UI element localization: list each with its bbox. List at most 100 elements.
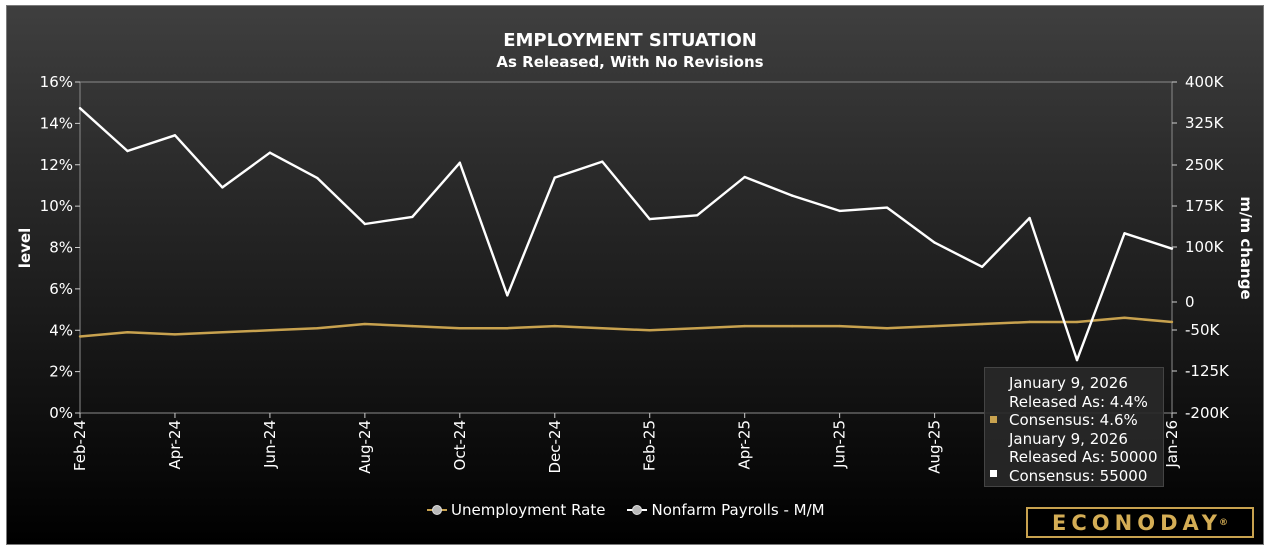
unemployment-point [933, 324, 936, 328]
payrolls-point [506, 294, 509, 297]
x-tick-label: Aug-25 [926, 420, 944, 474]
legend-label-nonfarm-payrolls: Nonfarm Payrolls - M/M [651, 501, 825, 519]
payrolls-point [173, 134, 177, 137]
legend: Unemployment Rate Nonfarm Payrolls - M/M [427, 498, 847, 522]
data-tooltip: January 9, 2026 Released As: 4.4% Consen… [984, 367, 1164, 487]
legend-item-nonfarm-payrolls[interactable]: Nonfarm Payrolls - M/M [627, 501, 825, 519]
y-left-axis-title: level [16, 228, 34, 268]
y-right-tick-label: -125K [1185, 362, 1230, 380]
nonfarm-payrolls-line [79, 107, 1173, 362]
x-tick-label: Apr-24 [166, 420, 184, 470]
y-left-tick-label: 6% [49, 280, 73, 298]
x-tick-label: Jun-24 [261, 420, 279, 469]
y-right-tick-label: 100K [1185, 238, 1225, 256]
tooltip-line: Released As: 4.4% [1009, 392, 1148, 411]
payrolls-point [790, 194, 794, 197]
x-tick-label: Dec-24 [546, 420, 564, 474]
payrolls-point [411, 215, 414, 219]
legend-symbol-payrolls [627, 504, 648, 516]
y-left-tick-label: 0% [49, 404, 73, 422]
plot-area [79, 81, 1173, 414]
unemployment-point [790, 324, 794, 328]
chart-frame: EMPLOYMENT SITUATION As Released, With No… [6, 5, 1264, 545]
y-left-tick-label: 14% [40, 114, 73, 132]
y-right-tick-label: -200K [1185, 404, 1230, 422]
payrolls-point [126, 149, 129, 153]
unemployment-point [1170, 320, 1174, 324]
payrolls-point [78, 107, 82, 110]
chart-canvas: EMPLOYMENT SITUATION As Released, With No… [16, 30, 1255, 474]
tooltip-line: Consensus: 55000 [1009, 466, 1148, 485]
econoday-logo: ECONODAY ® [1026, 507, 1254, 538]
payrolls-point [458, 161, 462, 164]
unemployment-point [980, 322, 984, 326]
unemployment-point [1028, 320, 1031, 324]
y-left-tick-label: 8% [49, 239, 73, 257]
unemployment-point [648, 329, 651, 332]
payrolls-point [743, 175, 746, 179]
y-right-tick-label: -50K [1185, 321, 1220, 339]
unemployment-point [743, 324, 746, 328]
payrolls-point [1170, 247, 1174, 250]
x-tick-label: Oct-24 [451, 420, 469, 470]
unemployment-point [1123, 316, 1126, 320]
y-right-tick-label: 325K [1185, 114, 1225, 132]
payrolls-point [885, 206, 889, 209]
payrolls-point [1075, 358, 1079, 362]
y-left-tick-label: 12% [40, 156, 73, 174]
y-right-axis-title: m/m change [1237, 196, 1255, 299]
payrolls-point [1028, 216, 1031, 220]
y-right-tick-label: 400K [1185, 73, 1225, 91]
tooltip-marker-unemployment [990, 416, 997, 423]
payrolls-point [316, 176, 319, 180]
logo-text: ECONODAY [1052, 510, 1222, 535]
payrolls-point [221, 186, 224, 189]
tooltip-line: January 9, 2026 [1009, 374, 1128, 392]
y-left-tick-label: 4% [49, 321, 73, 339]
payrolls-point [363, 222, 367, 226]
unemployment-point [885, 326, 889, 330]
unemployment-point [1075, 320, 1079, 324]
unemployment-point [458, 326, 462, 330]
payrolls-point [1123, 232, 1126, 235]
payrolls-point [601, 160, 604, 163]
legend-item-unemployment-rate[interactable]: Unemployment Rate [427, 501, 605, 519]
y-right-tick-label: 0 [1185, 293, 1195, 311]
chart-title: EMPLOYMENT SITUATION [503, 30, 757, 51]
unemployment-point [268, 329, 272, 332]
unemployment-point [553, 324, 556, 328]
x-tick-label: Jan-26 [1163, 420, 1181, 469]
payrolls-point [553, 176, 556, 179]
payrolls-point [980, 265, 984, 268]
y-left-tick-label: 2% [49, 363, 73, 381]
x-tick-label: Jun-25 [831, 420, 849, 469]
legend-symbol-unemployment [427, 504, 447, 516]
y-right-tick-label: 250K [1185, 156, 1225, 174]
payrolls-point [838, 209, 841, 213]
unemployment-point [221, 331, 224, 334]
x-tick-label: Feb-24 [71, 420, 89, 471]
payrolls-point [648, 217, 651, 221]
unemployment-point [696, 326, 699, 330]
unemployment-point [838, 324, 841, 328]
legend-label-unemployment-rate: Unemployment Rate [451, 501, 606, 519]
y-left-tick-label: 16% [40, 73, 73, 91]
y-left-tick-label: 10% [40, 197, 73, 215]
payrolls-point [933, 241, 936, 244]
unemployment-point [173, 333, 177, 336]
tooltip-marker-payrolls [990, 470, 997, 477]
x-tick-label: Aug-24 [356, 420, 374, 474]
unemployment-point [126, 331, 129, 334]
logo-mark: ® [1218, 517, 1228, 528]
unemployment-point [411, 324, 414, 328]
unemployment-rate-line [79, 316, 1173, 338]
tooltip-line: Released As: 50000 [1009, 448, 1158, 466]
unemployment-point [601, 326, 604, 330]
tooltip-line: Consensus: 4.6% [1009, 411, 1138, 429]
payrolls-point [696, 214, 699, 217]
unemployment-point [316, 326, 319, 330]
x-tick-label: Apr-25 [736, 420, 754, 470]
payrolls-point [268, 151, 272, 154]
chart-subtitle: As Released, With No Revisions [496, 53, 763, 71]
unemployment-point [363, 322, 367, 326]
